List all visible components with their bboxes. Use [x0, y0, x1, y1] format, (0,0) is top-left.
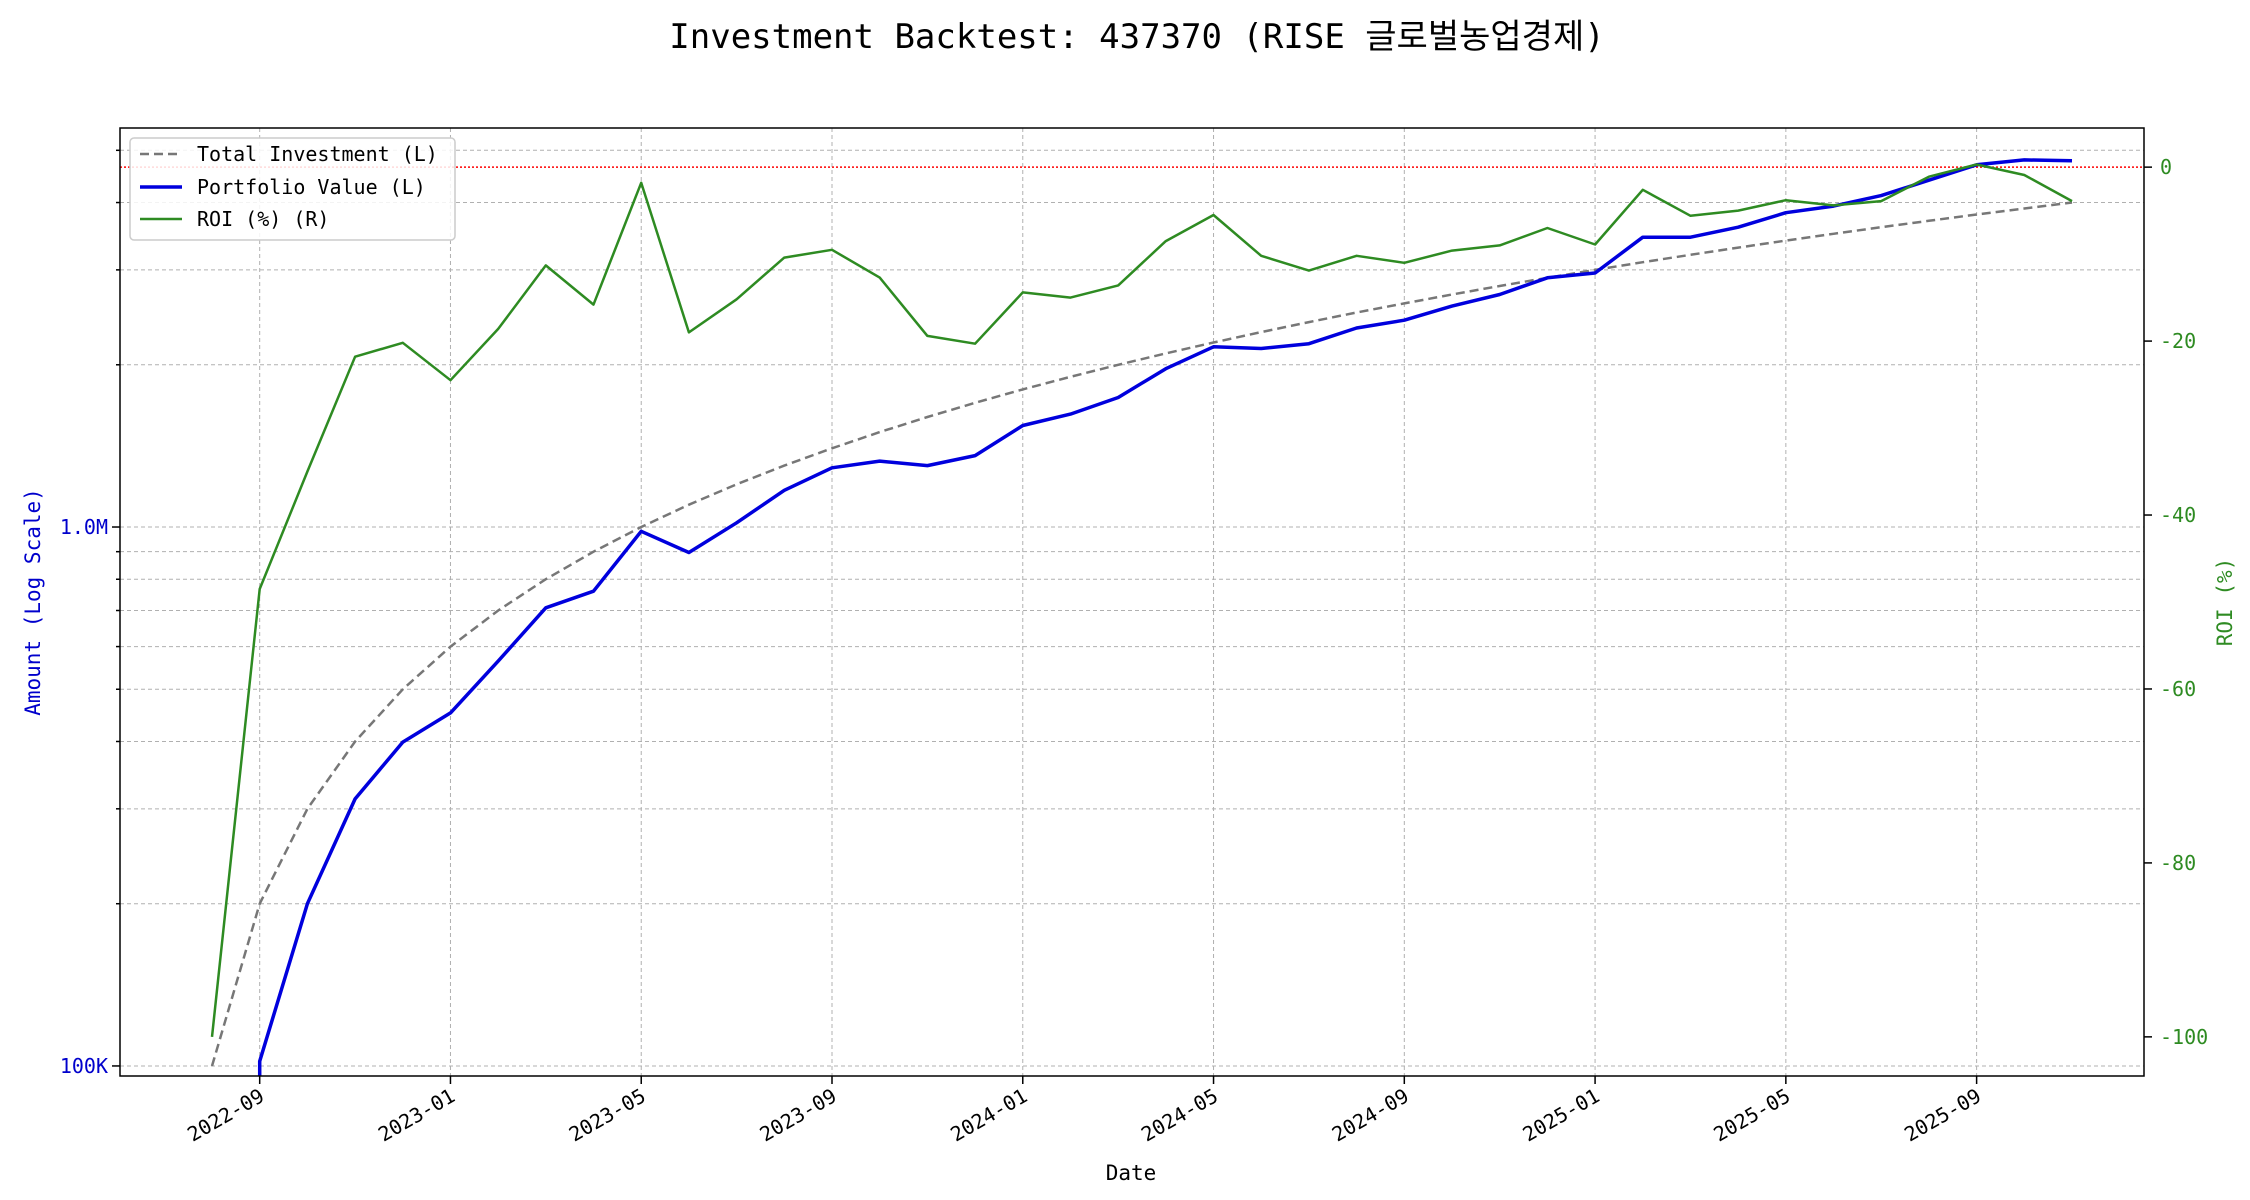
right-tick-label: -100: [2160, 1025, 2208, 1049]
grid: [120, 128, 2144, 1076]
x-tick-label: 2023-01: [374, 1084, 459, 1147]
right-tick-label: -80: [2160, 851, 2196, 875]
right-tick-label: -60: [2160, 677, 2196, 701]
legend-label-portfolio-value: Portfolio Value (L): [197, 175, 426, 199]
right-axis-ticks: 0 -20 -40 -60 -80 -100: [2144, 155, 2208, 1049]
legend-label-roi: ROI (%) (R): [197, 207, 329, 231]
x-tick-label: 2023-09: [755, 1084, 840, 1147]
x-tick-label: 2025-05: [1709, 1084, 1794, 1147]
left-tick-label: 100K: [60, 1054, 108, 1078]
legend-label-total-investment: Total Investment (L): [197, 142, 438, 166]
x-axis-label: Date: [1106, 1161, 1157, 1185]
chart-title: Investment Backtest: 437370 (RISE 글로벌농업경…: [669, 17, 1604, 57]
right-axis-label: ROI (%): [2213, 558, 2237, 647]
x-tick-label: 2025-01: [1519, 1084, 1604, 1147]
legend: Total Investment (L) Portfolio Value (L)…: [129, 137, 456, 241]
x-tick-label: 2022-09: [183, 1084, 268, 1147]
x-axis-ticks: 2022-09 2023-01 2023-05 2023-09 2024-01 2024-…: [183, 1076, 1985, 1146]
x-tick-label: 2025-09: [1900, 1084, 1985, 1147]
x-tick-label: 2023-05: [565, 1084, 650, 1147]
series-line-total-investment-l: [210, 201, 2073, 1067]
legend-box: [129, 137, 456, 241]
series-line-portfolio-value-l: [257, 158, 2073, 1076]
right-tick-label: -20: [2160, 329, 2196, 353]
right-tick-label: -40: [2160, 503, 2196, 527]
left-axis-label: Amount (Log Scale): [21, 488, 45, 716]
right-tick-label: 0: [2160, 155, 2172, 179]
left-tick-label: 1.0M: [60, 515, 108, 539]
plot-series: [120, 158, 2144, 1076]
left-axis-ticks: 100K 1.0M: [60, 149, 120, 1078]
x-tick-label: 2024-09: [1328, 1084, 1413, 1147]
series-line-roi-r: [210, 163, 2073, 1038]
plot-frame: [119, 127, 2145, 1077]
x-tick-label: 2024-01: [946, 1084, 1031, 1147]
x-tick-label: 2024-05: [1137, 1084, 1222, 1147]
